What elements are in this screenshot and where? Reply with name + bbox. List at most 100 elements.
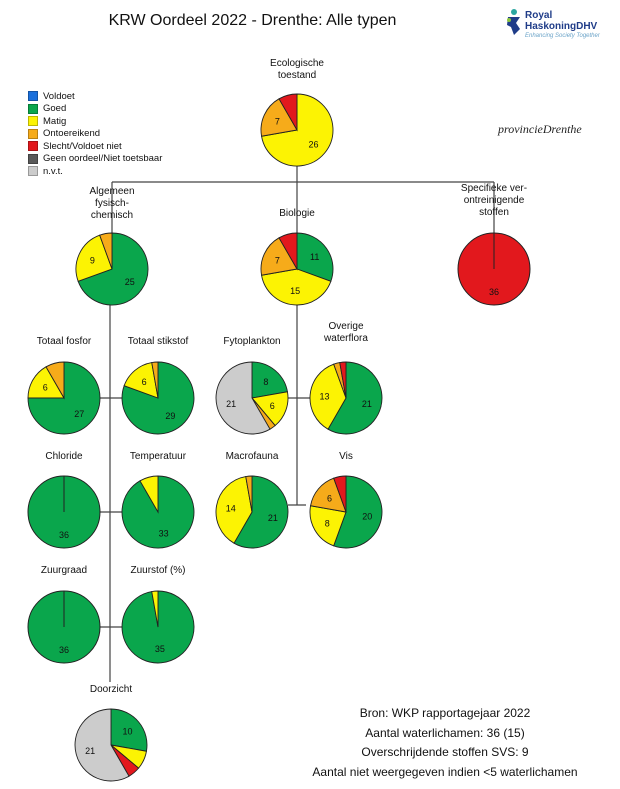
pie-title: Algemeen	[89, 186, 134, 197]
legend-swatch	[28, 103, 38, 114]
pie-slice	[139, 475, 159, 514]
pie-value-label: 9	[90, 255, 95, 265]
pie-title: Zuurstof (%)	[130, 565, 185, 576]
pie-value-label: 33	[159, 528, 169, 538]
pie-title: ontreinigende	[464, 195, 525, 206]
pie-value-label: 15	[290, 286, 300, 296]
pie-title: Totaal stikstof	[128, 336, 189, 347]
legend-label: Geen oordeel/Niet toetsbaar	[43, 153, 163, 165]
pie-slice	[309, 505, 347, 547]
waterbody-count: Aantal waterlichamen: 36 (15)	[365, 725, 525, 740]
pie-title: toestand	[278, 70, 316, 81]
pie-value-label: 6	[142, 377, 147, 387]
pie-title: fysisch-	[95, 198, 129, 209]
pie-value-label: 6	[270, 401, 275, 411]
pie-slice	[333, 475, 347, 513]
pie-slice	[215, 361, 271, 435]
legend-item: Goed	[28, 103, 162, 116]
pie-slice	[74, 708, 130, 782]
pie-totaal-stikstof: 29 6 Totaal stikstof	[121, 336, 195, 435]
display-note: Aantal niet weergegeven indien <5 waterl…	[312, 764, 578, 779]
pie-biologie: 11 15 7 Biologie	[260, 208, 334, 306]
pie-value-label: 35	[155, 644, 165, 654]
pie-title: waterflora	[323, 333, 368, 344]
pie-title: Fytoplankton	[223, 336, 280, 347]
source-note: Bron: WKP rapportagejaar 2022	[359, 706, 531, 720]
pie-title: Zuurgraad	[41, 565, 87, 576]
pie-slice	[278, 232, 298, 271]
pie-slice	[296, 232, 334, 282]
legend-item: Geen oordeel/Niet toetsbaar	[28, 153, 162, 166]
pie-title: Temperatuur	[130, 451, 187, 462]
pie-value-label: 21	[268, 513, 278, 523]
chart-title: KRW Oordeel 2022 - Drenthe: Alle typen	[108, 12, 397, 29]
logo-name: Royal HaskoningDHV	[525, 10, 598, 32]
pie-value-label: 26	[308, 139, 318, 149]
legend-item: Slecht/Voldoet niet	[28, 140, 162, 153]
pie-slice	[151, 590, 159, 628]
pie-slice	[309, 363, 347, 430]
legend-label: Goed	[43, 103, 67, 115]
legend: Voldoet Goed Matig Ontoereikend Slecht/V…	[28, 90, 162, 178]
pie-slice	[339, 361, 347, 399]
pie-slice	[333, 475, 383, 549]
pie-value-label: 21	[362, 399, 372, 409]
pie-value-label: 8	[263, 377, 268, 387]
pie-slice	[151, 361, 159, 399]
pie-slice	[75, 234, 113, 282]
pie-value-label: 20	[362, 511, 372, 521]
pie-value-label: 21	[226, 399, 236, 409]
pie-value-label: 11	[310, 252, 319, 262]
legend-swatch	[28, 116, 38, 127]
pie-title: stoffen	[479, 207, 509, 218]
pie-slice	[261, 268, 332, 306]
royal-haskoningdhv-logo: Royal HaskoningDHV Enhancing Society Toge…	[503, 4, 613, 44]
legend-label: Matig	[43, 115, 67, 127]
pie-slice	[245, 475, 253, 513]
pie-zuurgraad: 36 Zuurgraad	[27, 565, 101, 664]
pie-title: Totaal fosfor	[37, 336, 92, 347]
footer-notes: Bron: WKP rapportagejaar 2022 Aantal wat…	[300, 704, 590, 782]
legend-label: Voldoet	[43, 90, 75, 102]
pie-title: chemisch	[91, 210, 133, 221]
pie-slice	[327, 361, 383, 435]
legend-swatch	[28, 91, 38, 102]
pie-title: Macrofauna	[226, 451, 279, 462]
pie-chloride: 36 Chloride	[27, 451, 101, 549]
pie-slice	[27, 361, 101, 435]
pie-value-label: 8	[325, 518, 330, 528]
pie-title: Ecologische	[270, 58, 324, 69]
pie-slice	[99, 232, 113, 270]
pie-slice	[215, 476, 253, 544]
pie-title: Overige	[328, 321, 363, 332]
legend-swatch	[28, 166, 38, 177]
legend-item: Ontoereikend	[28, 128, 162, 141]
legend-item: Matig	[28, 115, 162, 128]
substances-count: Overschrijdende stoffen SVS: 9	[361, 745, 529, 759]
pie-value-label: 7	[275, 255, 280, 265]
pie-slice	[233, 475, 289, 549]
haskoning-logo-icon	[507, 9, 520, 35]
pie-slice	[260, 237, 298, 276]
pie-title: Specifieke ver-	[461, 183, 527, 194]
pie-slice	[278, 93, 298, 132]
pie-title: Doorzicht	[90, 684, 132, 695]
pie-value-label: 36	[59, 530, 69, 540]
pie-value-label: 13	[319, 392, 329, 402]
pie-slice	[45, 361, 65, 400]
pie-value-label: 14	[226, 504, 236, 514]
pie-fytoplankton: 8 6 21 Fytoplankton	[215, 336, 289, 435]
legend-swatch	[28, 141, 38, 152]
logo-tagline: Enhancing Society Together	[525, 33, 600, 39]
legend-item: Voldoet	[28, 90, 162, 103]
pie-title: Chloride	[45, 451, 83, 462]
pie-value-label: 25	[125, 277, 135, 287]
legend-label: Slecht/Voldoet niet	[43, 140, 122, 152]
pie-doorzicht: 10 21 Doorzicht	[74, 684, 148, 782]
pie-value-label: 29	[165, 411, 175, 421]
